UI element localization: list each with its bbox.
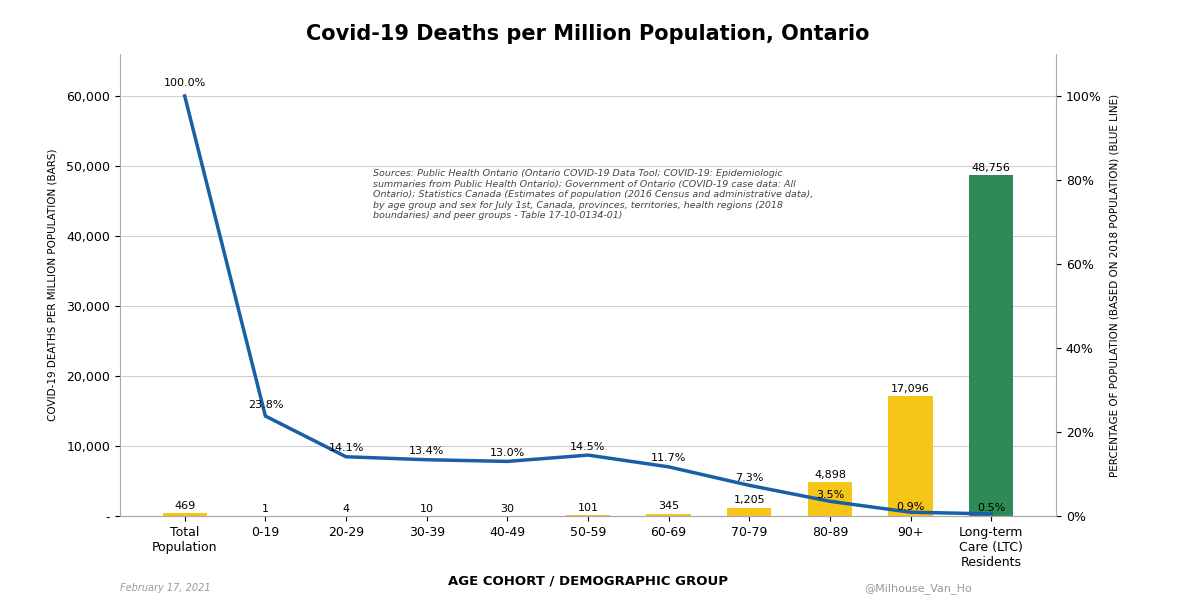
Text: 4: 4 — [342, 504, 349, 514]
Text: 14.5%: 14.5% — [570, 442, 606, 452]
Text: 1: 1 — [262, 504, 269, 514]
Y-axis label: COVID-19 DEATHS PER MILLION POPULATION (BARS): COVID-19 DEATHS PER MILLION POPULATION (… — [48, 149, 58, 421]
Text: 48,756: 48,756 — [972, 163, 1010, 173]
Text: 13.0%: 13.0% — [490, 448, 524, 458]
Bar — [727, 508, 772, 516]
Text: 11.7%: 11.7% — [650, 454, 686, 463]
Text: @Milhouse_Van_Ho: @Milhouse_Van_Ho — [864, 583, 972, 594]
Text: 1,205: 1,205 — [733, 496, 766, 505]
Text: 0.5%: 0.5% — [977, 503, 1006, 513]
X-axis label: AGE COHORT / DEMOGRAPHIC GROUP: AGE COHORT / DEMOGRAPHIC GROUP — [448, 574, 728, 587]
Text: 345: 345 — [658, 502, 679, 511]
Text: 469: 469 — [174, 500, 196, 511]
Text: 100.0%: 100.0% — [163, 77, 206, 88]
Text: 10: 10 — [420, 504, 433, 514]
Bar — [888, 397, 932, 516]
Text: Sources: Public Health Ontario (Ontario COVID-19 Data Tool; COVID-19: Epidemiolo: Sources: Public Health Ontario (Ontario … — [373, 169, 812, 220]
Bar — [162, 513, 206, 516]
Text: 30: 30 — [500, 503, 515, 514]
Y-axis label: PERCENTAGE OF POPULATION (BASED ON 2018 POPULATION) (BLUE LINE): PERCENTAGE OF POPULATION (BASED ON 2018 … — [1110, 94, 1120, 476]
Bar — [970, 175, 1014, 516]
Bar — [566, 515, 610, 516]
Text: 0.9%: 0.9% — [896, 502, 925, 512]
Text: 17,096: 17,096 — [892, 384, 930, 394]
Text: 101: 101 — [577, 503, 599, 513]
Text: 23.8%: 23.8% — [247, 400, 283, 410]
Title: Covid-19 Deaths per Million Population, Ontario: Covid-19 Deaths per Million Population, … — [306, 24, 870, 44]
Text: February 17, 2021: February 17, 2021 — [120, 583, 211, 593]
Bar — [647, 514, 691, 516]
Bar — [808, 482, 852, 516]
Text: 14.1%: 14.1% — [329, 443, 364, 453]
Text: 4,898: 4,898 — [814, 470, 846, 479]
Text: 7.3%: 7.3% — [736, 473, 763, 482]
Text: 13.4%: 13.4% — [409, 446, 444, 456]
Text: 3.5%: 3.5% — [816, 490, 844, 500]
